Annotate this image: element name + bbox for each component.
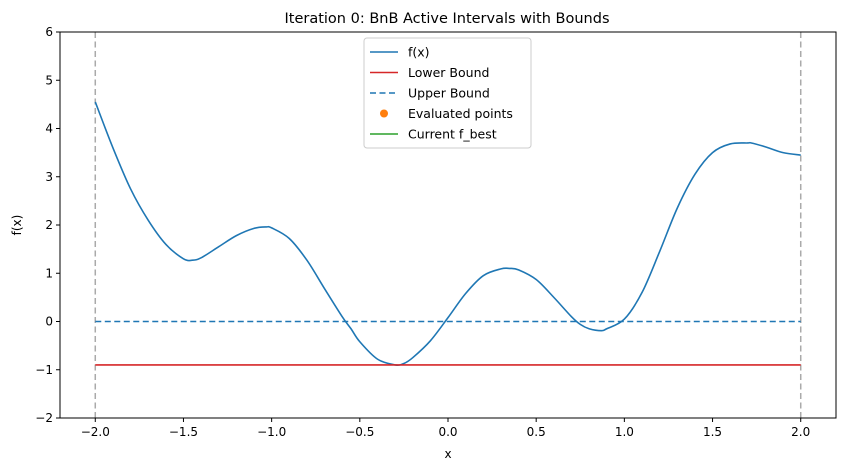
y-tick-label: 2 — [45, 218, 53, 232]
x-tick-label: 2.0 — [791, 425, 810, 439]
legend-marker-evaluated-points — [380, 109, 388, 118]
legend: f(x) Lower Bound Upper Bound Evaluated poin… — [363, 37, 532, 149]
legend-frame — [363, 37, 532, 149]
chart-title: Iteration 0: BnB Active Intervals with B… — [284, 11, 609, 27]
x-tick-label: −1.0 — [257, 425, 286, 439]
y-tick-label: −2 — [35, 411, 53, 425]
series-line-f-x- — [94, 101, 801, 366]
y-axis-ticks: −2 −1 0 1 2 3 4 5 6 — [35, 25, 60, 425]
y-tick-label: 6 — [45, 25, 53, 39]
legend-label-upper-bound: Upper Bound — [408, 86, 490, 101]
y-axis-label: f(x) — [10, 215, 24, 236]
x-tick-label: 1.0 — [615, 425, 634, 439]
x-tick-label: −0.5 — [345, 425, 374, 439]
y-tick-label: 1 — [45, 266, 53, 280]
x-tick-label: −1.5 — [169, 425, 198, 439]
x-axis-ticks: −2.0 −1.5 −1.0 −0.5 0.0 0.5 1.0 1.5 2.0 — [81, 418, 810, 439]
legend-label-evaluated-points: Evaluated points — [408, 106, 513, 121]
legend-label-lower-bound: Lower Bound — [408, 65, 489, 80]
y-tick-label: 5 — [45, 73, 53, 87]
y-tick-label: 3 — [45, 170, 53, 184]
interval-boundaries — [94, 32, 802, 418]
x-tick-label: −2.0 — [81, 425, 110, 439]
y-tick-label: −1 — [35, 363, 53, 377]
x-tick-label: 1.5 — [703, 425, 722, 439]
x-tick-label: 0.0 — [438, 425, 457, 439]
y-tick-label: 0 — [45, 315, 53, 329]
y-tick-label: 4 — [45, 122, 53, 136]
series-layer — [94, 101, 801, 366]
x-tick-label: 0.5 — [527, 425, 546, 439]
x-axis-label: x — [444, 447, 451, 461]
legend-label-current-f-best: Current f_best — [408, 127, 497, 142]
legend-label-f-x-: f(x) — [408, 45, 430, 60]
